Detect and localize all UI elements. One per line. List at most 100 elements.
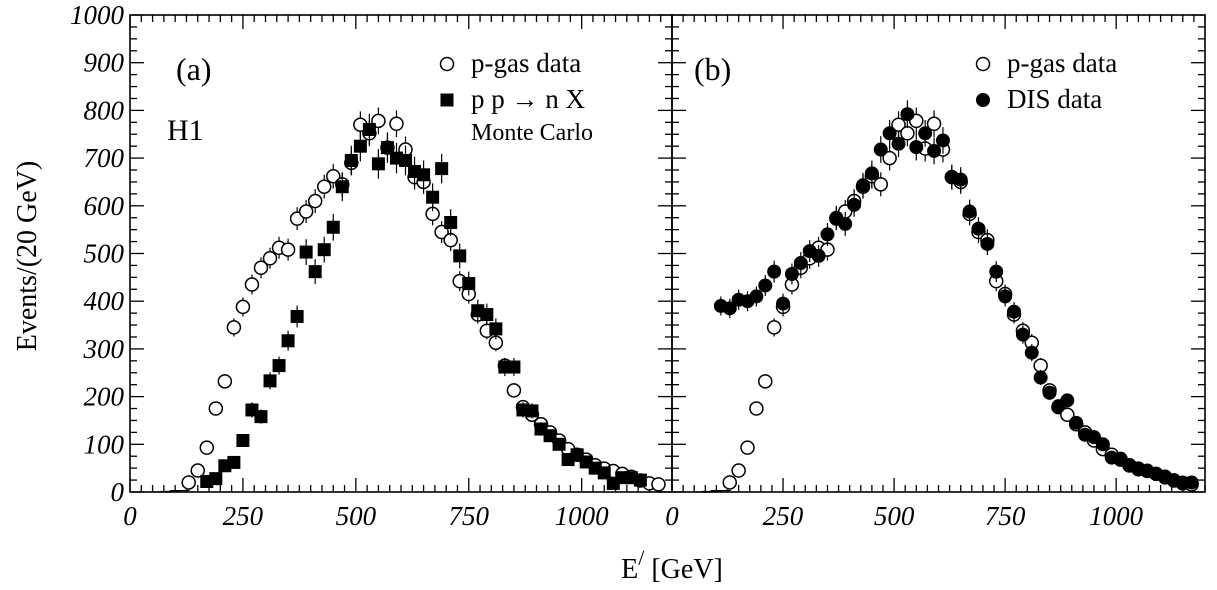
x-tick-label: 1000: [1089, 501, 1144, 531]
data-point: [651, 477, 666, 492]
experiment-label: H1: [167, 114, 204, 147]
data-point: [873, 177, 889, 192]
data-point: [597, 466, 611, 480]
x-tick-label: 0: [123, 501, 137, 531]
data-point: [758, 278, 773, 293]
legend-label: p p → n X: [471, 84, 586, 114]
y-tick-label: 900: [84, 48, 125, 78]
x-tick-label: 500: [336, 501, 377, 531]
data-point: [776, 296, 791, 311]
panel-label: (b): [694, 51, 731, 87]
panel-b: 0 250 500 750 1000 (b) p-gas data DIS data: [665, 14, 1206, 531]
data-point: [217, 374, 233, 389]
legend-sublabel: Monte Carlo: [471, 120, 593, 146]
x-axis-title-main: E: [621, 554, 638, 585]
x-tick-label: 750: [985, 501, 1026, 531]
data-point: [344, 153, 358, 167]
data-point: [900, 107, 915, 122]
data-point: [838, 216, 853, 231]
data-point: [181, 475, 196, 490]
data-point: [633, 473, 647, 487]
data-point: [199, 440, 215, 455]
data-point: [722, 475, 737, 490]
data-point: [749, 289, 764, 304]
legend-label: DIS data: [1007, 84, 1102, 114]
data-point: [1184, 475, 1199, 490]
panel-label: (a): [176, 51, 212, 87]
y-tick-label: 700: [84, 143, 125, 173]
data-point: [909, 140, 924, 155]
x-tick-label: 500: [874, 501, 915, 531]
legend-entry: p-gas data: [439, 48, 581, 78]
data-point: [371, 157, 385, 171]
x-axis-title-sup: /: [638, 545, 645, 570]
data-point: [335, 180, 349, 194]
data-point: [353, 139, 367, 153]
data-point: [444, 215, 458, 229]
y-tick-label: 100: [84, 429, 125, 459]
data-point: [290, 309, 304, 323]
y-tick-label: 300: [83, 334, 125, 364]
y-axis-title: Events/(20 GeV): [12, 161, 43, 352]
data-point: [253, 260, 269, 276]
data-point: [254, 410, 268, 424]
panels-layer: 0 250 500 750 1000 0 100 200 300 400 500 600 700 800 9…: [70, 0, 1206, 531]
data-point: [362, 122, 376, 136]
plot-frame: [671, 14, 1206, 493]
data-point: [480, 308, 494, 322]
data-point: [506, 383, 522, 398]
data-point: [722, 301, 737, 316]
data-point: [280, 242, 296, 257]
data-point: [262, 251, 278, 266]
data-point: [989, 264, 1004, 279]
data-point: [298, 204, 314, 219]
data-point: [272, 359, 286, 373]
data-point: [1007, 304, 1022, 319]
data-point: [855, 178, 870, 193]
data-point: [426, 190, 440, 204]
data-point: [891, 136, 906, 151]
data-point: [489, 322, 503, 336]
data-point: [731, 463, 746, 478]
data-point: [281, 334, 295, 348]
data-point: [1095, 437, 1110, 452]
data-point: [244, 277, 260, 292]
x-tick-label: 1000: [555, 501, 610, 531]
data-point: [1069, 415, 1084, 430]
legend-marker: [975, 56, 991, 72]
data-point: [326, 220, 340, 234]
data-point: [307, 193, 323, 209]
data-point: [1024, 345, 1039, 360]
x-axis-title: E/ [GeV]: [621, 545, 723, 585]
data-point: [758, 374, 773, 389]
data-point: [552, 437, 566, 451]
data-point: [226, 320, 242, 335]
data-point: [882, 150, 897, 166]
data-point: [820, 227, 835, 242]
legend-label: p-gas data: [1007, 48, 1117, 78]
data-point: [317, 243, 331, 257]
data-point: [971, 221, 986, 236]
y-tick-label: 0: [111, 477, 125, 507]
data-point: [793, 256, 808, 271]
series-filled-square: [200, 113, 647, 490]
data-point: [847, 197, 862, 212]
data-point: [953, 172, 968, 187]
legend-entry: p-gas data: [975, 48, 1117, 78]
data-point: [873, 142, 888, 157]
data-point: [235, 299, 251, 315]
data-point: [326, 168, 341, 184]
series-open-circle: [693, 107, 1199, 493]
legend-marker: [976, 93, 990, 107]
x-tick-label: 0: [665, 501, 679, 531]
data-point: [767, 264, 782, 279]
data-point: [525, 404, 539, 418]
data-point: [208, 401, 224, 416]
legend-entry: DIS data: [976, 84, 1102, 114]
x-tick-label: 250: [223, 501, 264, 531]
data-point: [308, 265, 322, 279]
legend-entry: p p → n X Monte Carlo: [440, 84, 593, 146]
data-point: [227, 455, 241, 469]
y-tick-label: 1000: [70, 0, 125, 30]
